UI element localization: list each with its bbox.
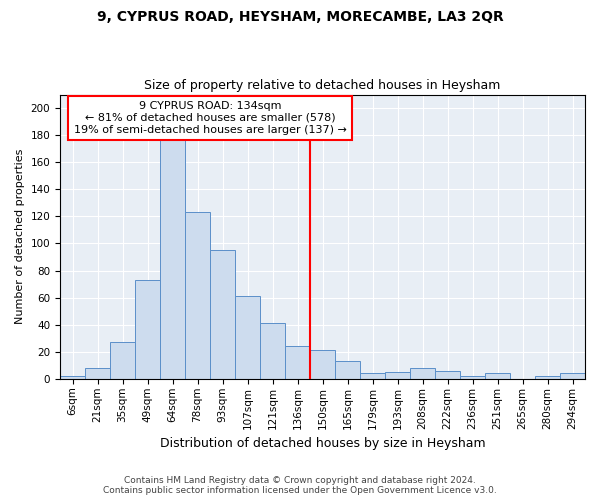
Bar — [560, 374, 585, 379]
Text: Contains HM Land Registry data © Crown copyright and database right 2024.
Contai: Contains HM Land Registry data © Crown c… — [103, 476, 497, 495]
Bar — [235, 296, 260, 379]
Bar — [310, 350, 335, 379]
Bar — [260, 324, 285, 379]
Title: Size of property relative to detached houses in Heysham: Size of property relative to detached ho… — [145, 79, 501, 92]
Text: 9, CYPRUS ROAD, HEYSHAM, MORECAMBE, LA3 2QR: 9, CYPRUS ROAD, HEYSHAM, MORECAMBE, LA3 … — [97, 10, 503, 24]
Bar — [485, 374, 510, 379]
Bar — [135, 280, 160, 379]
Bar — [210, 250, 235, 379]
Bar — [360, 374, 385, 379]
Y-axis label: Number of detached properties: Number of detached properties — [15, 149, 25, 324]
Bar — [160, 114, 185, 379]
Bar — [110, 342, 135, 379]
Bar — [335, 362, 360, 379]
Bar — [410, 368, 435, 379]
X-axis label: Distribution of detached houses by size in Heysham: Distribution of detached houses by size … — [160, 437, 485, 450]
Bar — [85, 368, 110, 379]
Bar — [385, 372, 410, 379]
Bar — [185, 212, 210, 379]
Bar — [285, 346, 310, 379]
Text: 9 CYPRUS ROAD: 134sqm
← 81% of detached houses are smaller (578)
19% of semi-det: 9 CYPRUS ROAD: 134sqm ← 81% of detached … — [74, 102, 346, 134]
Bar — [535, 376, 560, 379]
Bar — [460, 376, 485, 379]
Bar — [60, 376, 85, 379]
Bar — [435, 371, 460, 379]
